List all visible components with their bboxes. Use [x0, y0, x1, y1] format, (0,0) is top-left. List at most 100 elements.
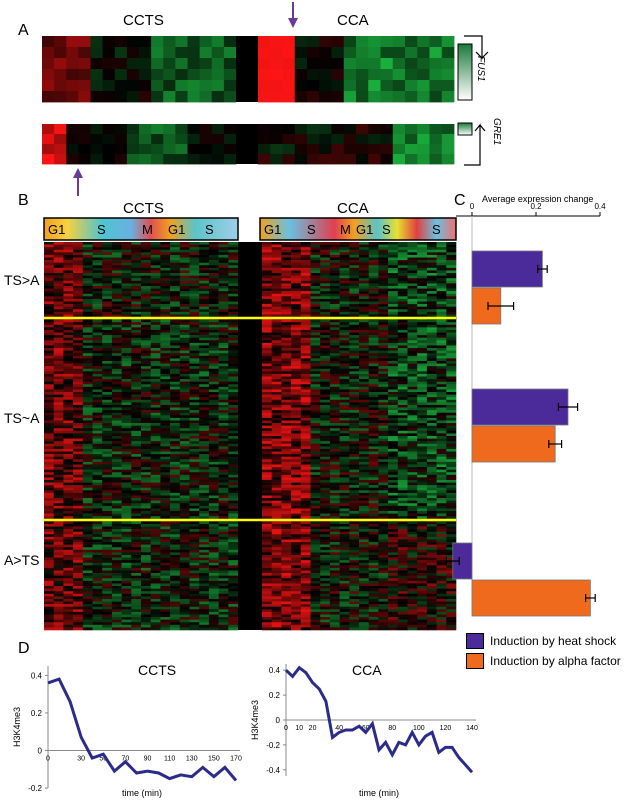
heatmap-cell — [141, 366, 151, 370]
heatmap-cell — [339, 348, 350, 351]
heatmap-cell — [160, 539, 171, 543]
heatmap-cell — [319, 69, 332, 81]
heatmap-cell — [388, 428, 399, 432]
heatmap-cell — [349, 288, 360, 292]
heatmap-cell — [102, 47, 116, 59]
heatmap-cell — [300, 314, 311, 318]
heatmap-cell — [121, 329, 132, 333]
heatmap-cell — [436, 412, 447, 416]
heatmap-cell — [189, 420, 200, 424]
heatmap-cell — [388, 417, 399, 421]
heatmap-cell — [141, 500, 151, 504]
heatmap-cell — [291, 280, 302, 284]
heatmap-cell — [150, 433, 161, 437]
heatmap-cell — [42, 144, 55, 155]
heatmap-cell — [160, 278, 171, 282]
heatmap-cell — [208, 288, 219, 292]
heatmap-cell — [397, 322, 408, 326]
heatmap-cell — [150, 296, 161, 300]
heatmap-cell — [121, 340, 132, 344]
heatmap-cell — [199, 627, 210, 631]
heatmap-cell — [271, 394, 282, 398]
heatmap-cell — [436, 244, 447, 248]
heatmap-cell — [281, 415, 292, 419]
heatmap-cell — [397, 335, 408, 339]
heatmap-cell — [170, 425, 181, 429]
heatmap-cell — [258, 58, 271, 70]
heatmap-cell — [141, 479, 151, 483]
heatmap-cell — [82, 291, 93, 295]
heatmap-cell — [282, 91, 296, 103]
heatmap-cell — [300, 417, 311, 421]
heatmap-cell — [199, 428, 210, 432]
heatmap-cell — [189, 252, 200, 256]
heatmap-cell — [44, 454, 54, 457]
heatmap-cell — [44, 570, 54, 574]
heatmap-cell — [189, 329, 200, 333]
heatmap-cell — [175, 69, 188, 81]
heatmap-cell — [111, 490, 122, 494]
heatmap-cell — [44, 554, 54, 558]
heatmap-cell — [446, 280, 457, 284]
heatmap-cell — [378, 443, 389, 447]
heatmap-cell — [329, 430, 340, 434]
heatmap-cell — [111, 438, 122, 442]
heatmap-cell — [63, 249, 74, 253]
heatmap-cell — [160, 340, 171, 344]
heatmap-cell — [163, 154, 176, 165]
heatmap-cell — [131, 619, 142, 623]
heatmap-cell — [170, 554, 181, 558]
heatmap-cell — [179, 536, 190, 540]
heatmap-cell — [121, 423, 132, 426]
heatmap-cell — [310, 278, 321, 282]
heatmap-cell — [111, 291, 122, 295]
heatmap-cell — [92, 441, 103, 445]
heatmap-cell — [160, 495, 171, 499]
heatmap-cell — [121, 358, 132, 362]
heatmap-cell — [170, 516, 181, 520]
heatmap-cell — [208, 306, 219, 310]
heatmap-cell — [407, 332, 418, 336]
heatmap-cell — [436, 358, 447, 362]
heatmap-cell — [82, 479, 93, 483]
heatmap-cell — [228, 275, 239, 279]
heatmap-cell — [359, 399, 369, 403]
heatmap-cell — [320, 407, 331, 411]
heatmap-cell — [170, 479, 181, 483]
heatmap-cell — [121, 516, 132, 520]
heatmap-cell — [63, 596, 74, 600]
heatmap-cell — [121, 376, 132, 380]
heatmap-cell — [199, 329, 210, 333]
heatmap-cell — [111, 482, 122, 486]
heatmap-cell — [208, 363, 219, 367]
heatmap-cell — [189, 498, 200, 501]
heatmap-cell — [407, 249, 418, 253]
heatmap-cell — [359, 446, 369, 450]
heatmap-cell — [189, 596, 200, 600]
heatmap-cell — [446, 386, 457, 390]
heatmap-cell — [262, 285, 272, 289]
heatmap-cell — [368, 353, 379, 357]
heatmap-cell — [359, 368, 369, 372]
heatmap-cell — [53, 448, 64, 452]
heatmap-cell — [92, 459, 103, 463]
heatmap-cell — [150, 293, 161, 297]
heatmap-cell — [446, 428, 457, 432]
heatmap-cell — [218, 386, 229, 390]
heatmap-cell — [339, 291, 350, 295]
heatmap-cell — [111, 270, 122, 274]
heatmap-cell — [388, 360, 399, 364]
heatmap-cell — [436, 420, 447, 424]
heatmap-cell — [208, 601, 219, 605]
heatmap-cell — [228, 611, 239, 615]
heatmap-cell — [141, 573, 151, 576]
heatmap-cell — [92, 366, 103, 370]
heatmap-cell — [262, 386, 272, 390]
heatmap-cell — [417, 368, 428, 372]
heatmap-cell — [179, 415, 190, 419]
heatmap-cell — [150, 319, 161, 323]
heatmap-cell — [189, 433, 200, 437]
heatmap-cell — [111, 492, 122, 496]
heatmap-cell — [92, 487, 103, 491]
heatmap-cell — [160, 420, 171, 424]
